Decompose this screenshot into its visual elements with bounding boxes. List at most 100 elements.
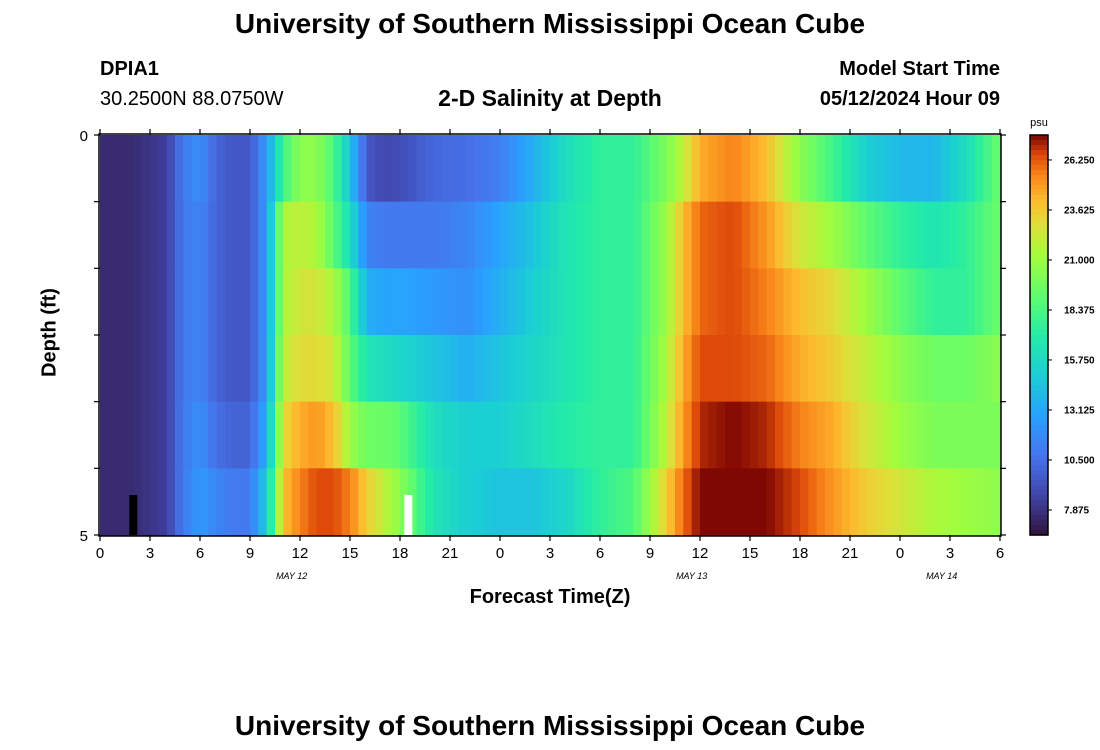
heatmap-cell xyxy=(825,401,834,469)
colorbar-segment xyxy=(1030,420,1048,426)
colorbar-segment xyxy=(1030,305,1048,311)
heatmap-cell xyxy=(200,401,209,469)
colorbar-segment xyxy=(1030,460,1048,466)
heatmap-cell xyxy=(283,335,293,403)
heatmap-cell xyxy=(791,468,801,536)
heatmap-cell xyxy=(291,335,301,403)
colorbar-segment xyxy=(1030,485,1048,491)
heatmap-cell xyxy=(150,335,159,403)
heatmap-cell xyxy=(941,468,951,536)
heatmap-cell xyxy=(900,135,909,203)
heatmap-cell xyxy=(908,268,918,336)
heatmap-cell xyxy=(566,268,576,336)
heatmap-cell xyxy=(575,268,584,336)
heatmap-cell xyxy=(808,135,818,203)
heatmap-cell xyxy=(158,135,168,203)
heatmap-cell xyxy=(116,335,126,403)
heatmap-cell xyxy=(833,201,843,269)
x-tick-label: 15 xyxy=(742,545,759,562)
heatmap-cell xyxy=(650,468,659,536)
heatmap-cell xyxy=(133,135,143,203)
heatmap-cell xyxy=(783,268,793,336)
heatmap-cell xyxy=(800,335,809,403)
heatmap-cell xyxy=(158,401,168,469)
heatmap-cell xyxy=(233,401,243,469)
heatmap-cell xyxy=(308,135,318,203)
heatmap-cell xyxy=(233,135,243,203)
heatmap-cell xyxy=(458,135,468,203)
heatmap-cell xyxy=(983,135,993,203)
heatmap-cell xyxy=(850,135,859,203)
heatmap-cell xyxy=(866,135,876,203)
heatmap-cell xyxy=(900,335,909,403)
heatmap-cell xyxy=(508,468,518,536)
heatmap-cell xyxy=(116,468,126,536)
heatmap-cell xyxy=(391,135,401,203)
heatmap-cell xyxy=(541,401,551,469)
heatmap-cell xyxy=(733,201,743,269)
heatmap-cell xyxy=(625,201,634,269)
heatmap-cell xyxy=(775,468,784,536)
heatmap-cell xyxy=(883,335,893,403)
colorbar-segment xyxy=(1030,260,1048,266)
heatmap-cell xyxy=(241,468,251,536)
heatmap-cell xyxy=(258,135,268,203)
heatmap-cell xyxy=(725,135,734,203)
heatmap-cell xyxy=(333,201,343,269)
heatmap-cell xyxy=(425,335,434,403)
heatmap-cell xyxy=(966,468,976,536)
colorbar-segment xyxy=(1030,230,1048,236)
heatmap-cell xyxy=(508,335,518,403)
y-tick-label: 5 xyxy=(80,528,88,545)
heatmap-cell xyxy=(750,201,759,269)
heatmap-cell xyxy=(925,401,934,469)
heatmap-cell xyxy=(750,335,759,403)
colorbar-segment xyxy=(1030,500,1048,506)
heatmap-cell xyxy=(891,135,901,203)
colorbar-segment xyxy=(1030,470,1048,476)
heatmap-cell xyxy=(450,268,459,336)
heatmap-cell xyxy=(200,335,209,403)
heatmap-cell xyxy=(916,468,926,536)
heatmap-cell xyxy=(125,335,134,403)
colorbar-segment xyxy=(1030,280,1048,286)
heatmap-cell xyxy=(558,135,568,203)
heatmap-cell xyxy=(266,335,276,403)
heatmap-cell xyxy=(833,401,843,469)
heatmap-cell xyxy=(216,201,226,269)
heatmap-cell xyxy=(808,401,818,469)
heatmap-cell xyxy=(825,201,834,269)
heatmap-cell xyxy=(983,401,993,469)
heatmap-cell xyxy=(658,401,668,469)
colorbar-segment xyxy=(1030,215,1048,221)
heatmap-cell xyxy=(558,401,568,469)
heatmap-cell xyxy=(133,201,143,269)
heatmap-cell xyxy=(975,401,984,469)
heatmap-cell xyxy=(441,135,451,203)
heatmap-cell xyxy=(158,335,168,403)
heatmap-cell xyxy=(858,201,868,269)
heatmap-cell xyxy=(683,135,693,203)
y-tick-label: 0 xyxy=(80,128,88,145)
heatmap-cell xyxy=(416,268,426,336)
heatmap-cell xyxy=(550,401,559,469)
heatmap-cell xyxy=(558,468,568,536)
heatmap-cell xyxy=(725,468,734,536)
heatmap-cell xyxy=(416,335,426,403)
heatmap-cell xyxy=(116,268,126,336)
heatmap-cell xyxy=(241,268,251,336)
heatmap-cell xyxy=(675,201,684,269)
heatmap-cell xyxy=(741,268,751,336)
heatmap-cell xyxy=(491,268,501,336)
heatmap-cell xyxy=(441,335,451,403)
heatmap-cell xyxy=(708,401,718,469)
heatmap-cell xyxy=(108,468,118,536)
heatmap-cell xyxy=(575,335,584,403)
heatmap-cell xyxy=(908,401,918,469)
heatmap-cell xyxy=(383,268,393,336)
heatmap-cell xyxy=(391,268,401,336)
heatmap-cell xyxy=(516,201,526,269)
colorbar-segment xyxy=(1030,370,1048,376)
heatmap-cell xyxy=(733,468,743,536)
heatmap-cell xyxy=(375,335,384,403)
